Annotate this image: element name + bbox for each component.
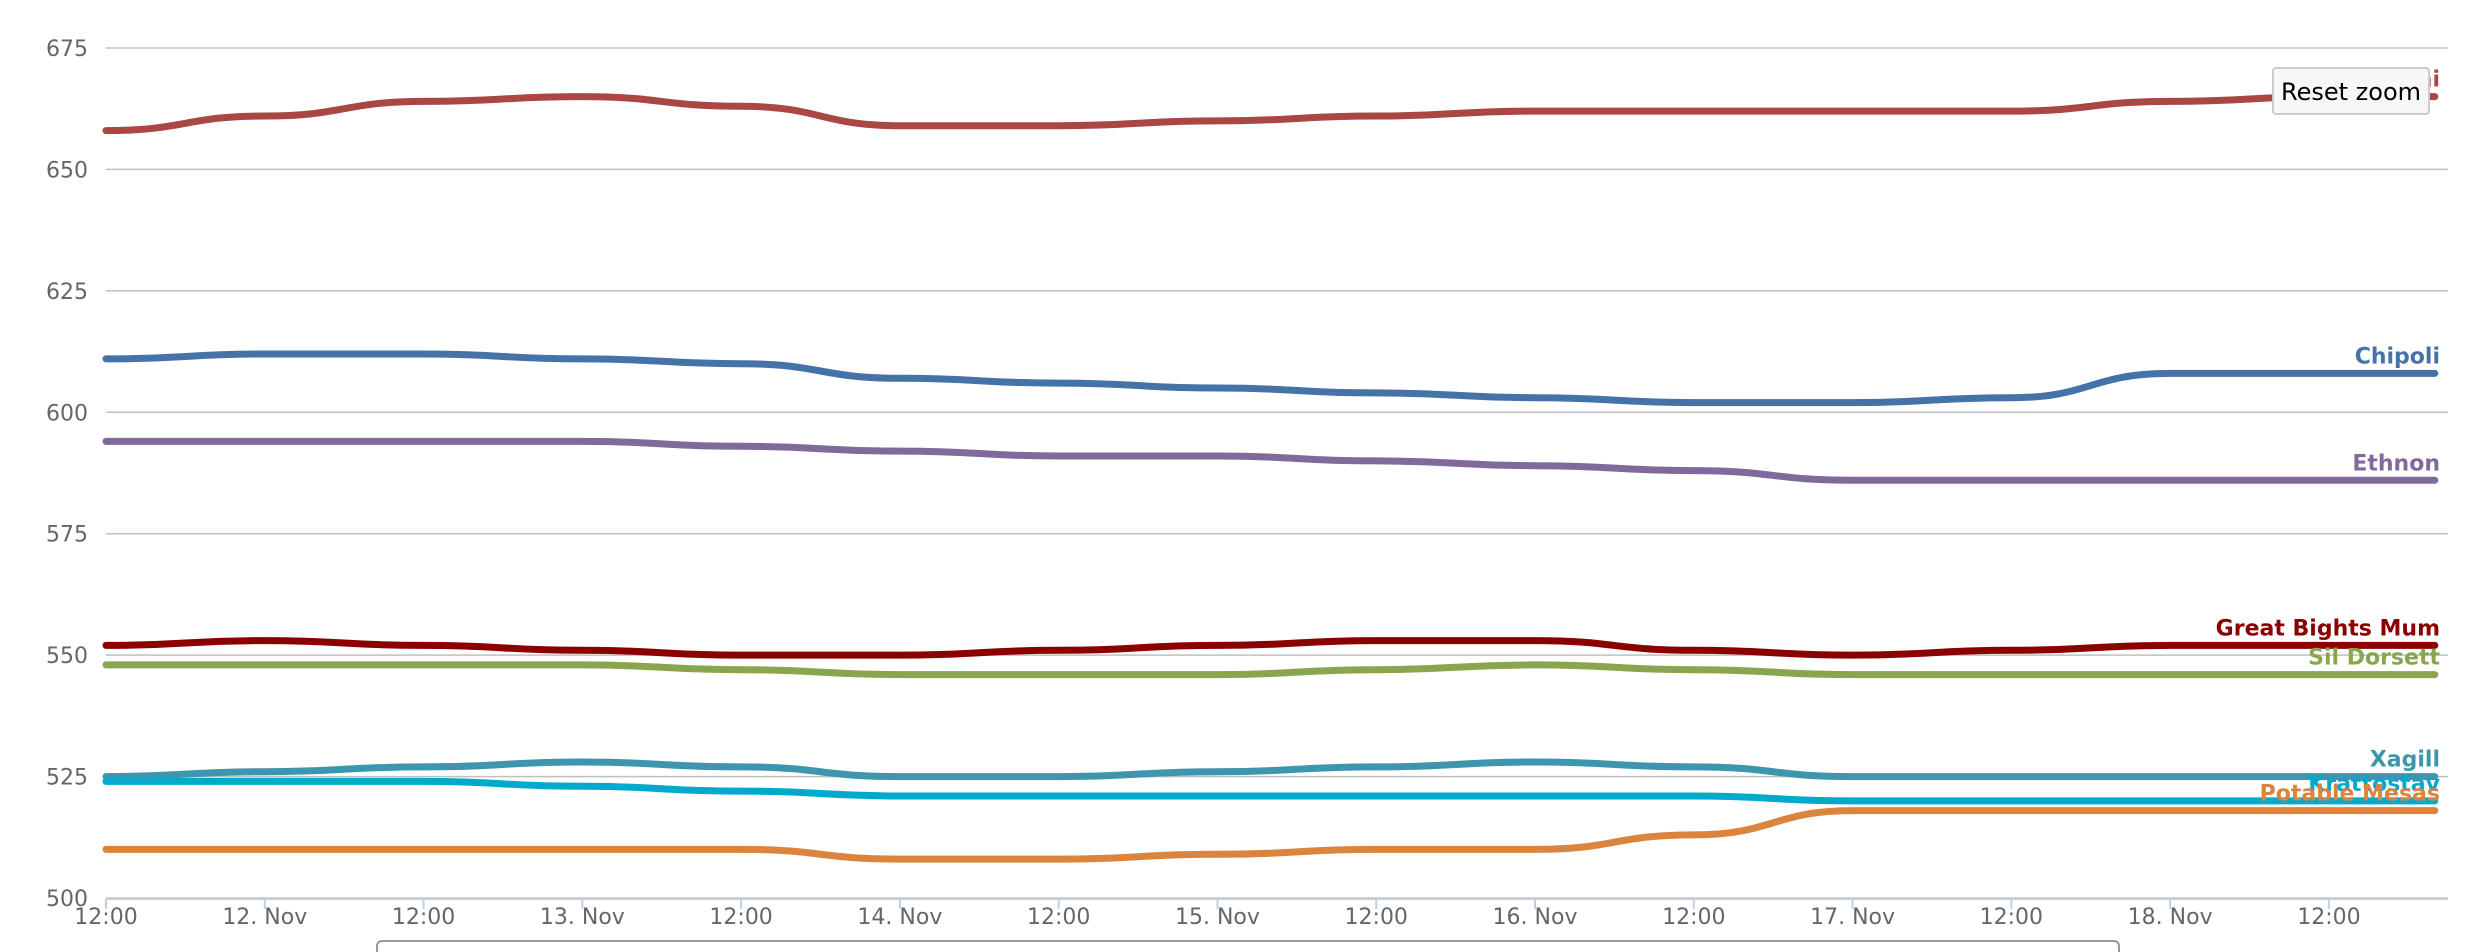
x-tick-label: 12. Nov <box>222 905 307 930</box>
series-line-potable-mesas <box>102 807 2439 863</box>
y-tick-label: 675 <box>46 37 88 62</box>
series-line-ethnon <box>102 437 2439 484</box>
y-tick-label: 650 <box>46 158 88 183</box>
x-tick-label: 16. Nov <box>1493 905 1578 930</box>
series-line-krattostav <box>102 777 2439 805</box>
y-tick-label: 575 <box>46 523 88 548</box>
y-axis: 500 525 550 575 600 625 650 675 <box>46 37 88 912</box>
series-label-great-bights-mum: Great Bights Mum <box>2216 616 2440 641</box>
navigator-handle[interactable] <box>376 940 2120 952</box>
y-tick-label: 625 <box>46 280 88 305</box>
series-line-paimi <box>102 93 2439 135</box>
series-label-ethnon: Ethnon <box>2352 451 2440 476</box>
x-tick-label: 12:00 <box>1662 905 1725 930</box>
x-tick-label: 12:00 <box>2297 905 2360 930</box>
x-tick-label: 12:00 <box>1345 905 1408 930</box>
y-tick-label: 500 <box>46 887 88 912</box>
series-line-sil-dorsett <box>102 661 2439 679</box>
x-tick-label: 17. Nov <box>1810 905 1895 930</box>
x-tick-label: 12:00 <box>1980 905 2043 930</box>
x-axis: 12:00 12. Nov 12:00 13. Nov 12:00 14. Nov 12:0… <box>74 898 2448 930</box>
x-tick-label: 15. Nov <box>1175 905 1260 930</box>
series-label-krattostav: Krattostav <box>2308 772 2440 797</box>
series-label-chipoli: Chipoli <box>2355 344 2440 369</box>
series-line-chipoli <box>102 350 2439 407</box>
y-tick-label: 600 <box>46 401 88 426</box>
grid-lines <box>106 47 2448 899</box>
series-line-xagill <box>102 758 2439 781</box>
series-lines <box>102 93 2439 863</box>
x-tick-label: 14. Nov <box>857 905 942 930</box>
x-tick-label: 12:00 <box>709 905 772 930</box>
y-tick-label: 550 <box>46 644 88 669</box>
series-label-potable-mesas: Potable Mesas <box>2260 782 2440 807</box>
y-tick-label: 525 <box>46 766 88 791</box>
series-label-sil-dorsett: Sil Dorsett <box>2308 646 2440 671</box>
x-tick-label: 12:00 <box>392 905 455 930</box>
reset-zoom-button[interactable]: Reset zoom <box>2272 67 2430 115</box>
x-tick-label: 18. Nov <box>2128 905 2213 930</box>
x-tick-label: 13. Nov <box>540 905 625 930</box>
series-line-great-bights-mum <box>102 637 2439 659</box>
x-tick-label: 12:00 <box>74 905 137 930</box>
series-label-xagill: Xagill <box>2370 748 2440 773</box>
x-tick-label: 12:00 <box>1027 905 1090 930</box>
